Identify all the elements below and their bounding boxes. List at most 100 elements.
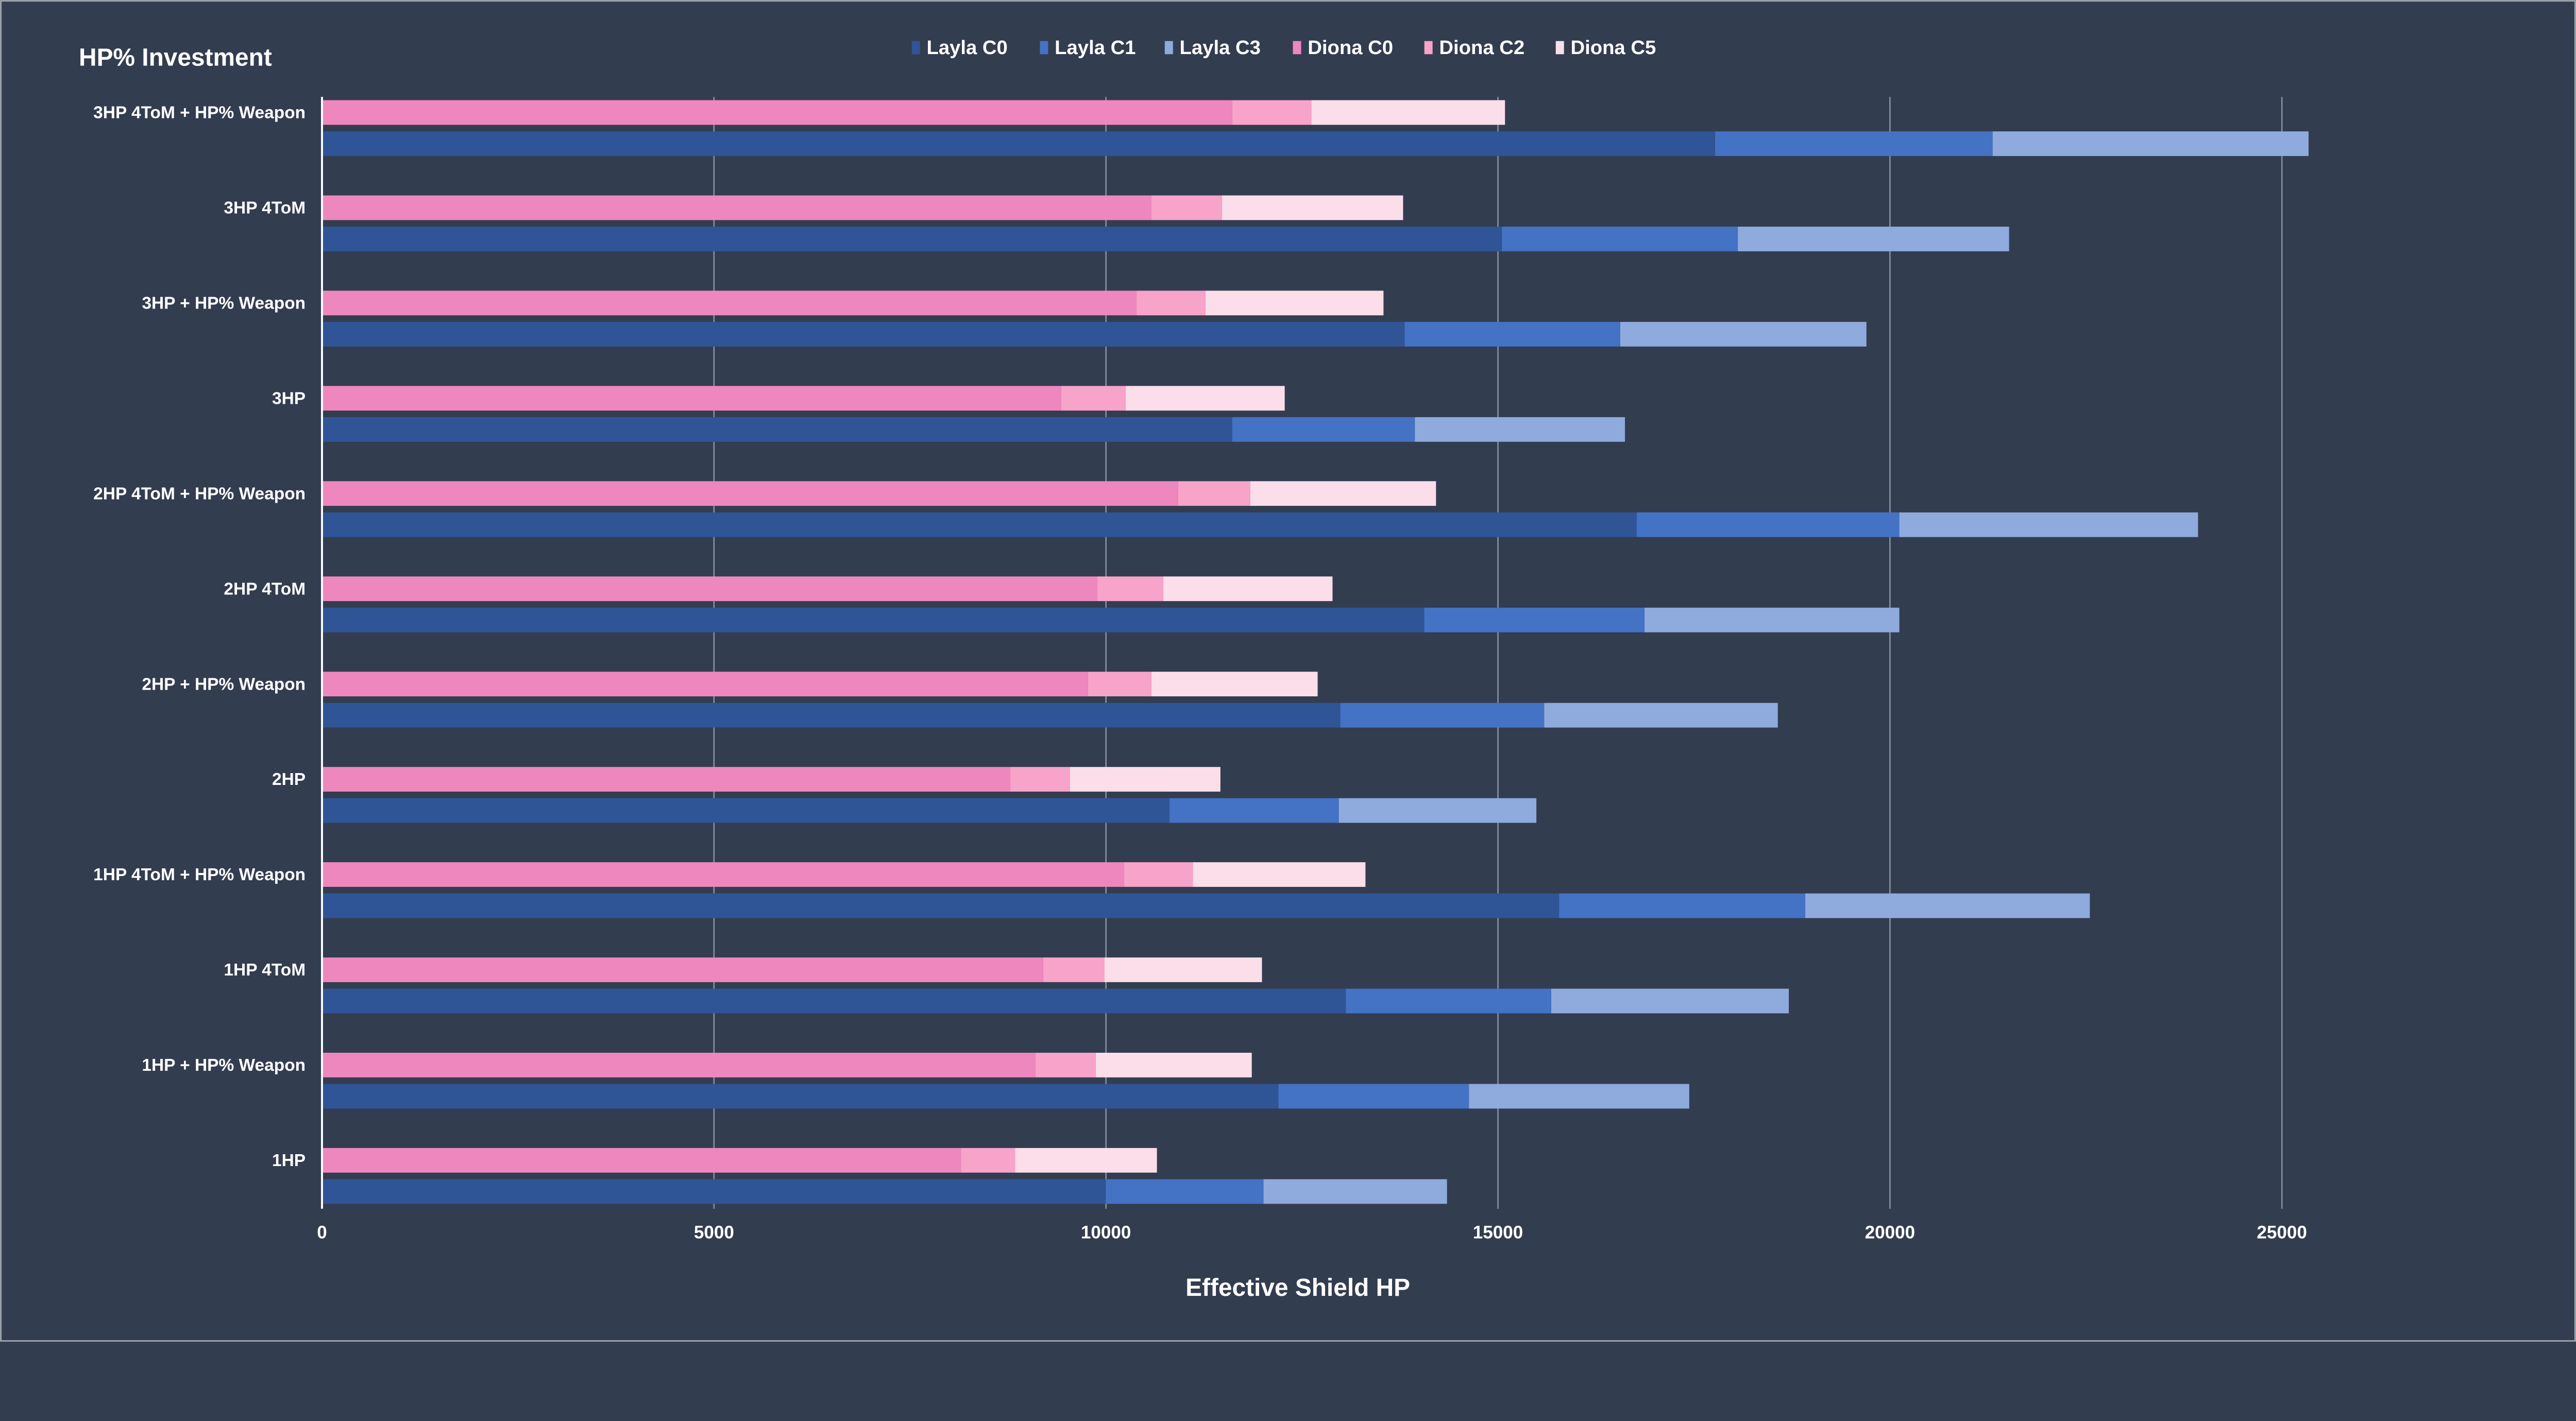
- bar-layla-c1: [1346, 988, 1551, 1014]
- bar-diona-c5: [1095, 1052, 1252, 1077]
- bar-diona-c5: [1015, 1148, 1157, 1173]
- bar-layla-c3: [1620, 321, 1867, 347]
- chart-title: HP% Investment: [79, 44, 272, 72]
- y-tick-label: 2HP 4ToM: [224, 579, 306, 598]
- bar-diona-c5: [1151, 672, 1318, 697]
- bar-diona-c2: [1035, 1052, 1096, 1077]
- y-tick-label: 2HP 4ToM + HP% Weapon: [93, 484, 306, 503]
- bar-diona-c5: [1205, 290, 1384, 316]
- bar-diona-c0: [321, 481, 1178, 506]
- bar-diona-c5: [1163, 576, 1333, 602]
- bar-layla-c3: [1544, 703, 1778, 728]
- bar-diona-c5: [1125, 386, 1285, 411]
- bar-layla-c1: [1169, 798, 1339, 823]
- bar-layla-c3: [1992, 131, 2309, 156]
- bar-diona-c2: [1124, 862, 1193, 887]
- y-tick-label: 3HP 4ToM: [224, 199, 306, 218]
- bar-diona-c2: [1088, 672, 1151, 697]
- bar-layla-c0: [321, 1084, 1279, 1109]
- bar-layla-c1: [1636, 512, 1900, 537]
- bar-layla-c1: [1502, 227, 1738, 251]
- bar-layla-c0: [321, 131, 1716, 156]
- bar-diona-c0: [321, 195, 1151, 220]
- chart-background: [0, 0, 2576, 1342]
- bar-layla-c3: [1469, 1084, 1689, 1109]
- bar-diona-c2: [1010, 767, 1070, 792]
- bar-diona-c0: [321, 290, 1137, 316]
- bar-diona-c0: [321, 767, 1011, 792]
- legend-swatch: [1293, 41, 1301, 55]
- bar-layla-c0: [321, 321, 1405, 347]
- bar-diona-c5: [1311, 100, 1505, 125]
- bar-layla-c3: [1263, 1179, 1447, 1204]
- y-tick-label: 1HP + HP% Weapon: [142, 1056, 306, 1075]
- bar-layla-c0: [321, 893, 1560, 918]
- bar-diona-c0: [321, 386, 1061, 411]
- bar-layla-c3: [1338, 798, 1537, 823]
- legend-label: Layla C0: [926, 37, 1007, 59]
- bar-layla-c3: [1899, 512, 2198, 537]
- bar-layla-c0: [321, 227, 1502, 251]
- bar-diona-c5: [1193, 862, 1366, 887]
- y-tick-label: 3HP + HP% Weapon: [142, 294, 306, 313]
- legend-swatch: [1424, 41, 1433, 55]
- bar-diona-c0: [321, 100, 1232, 125]
- bar-diona-c0: [321, 1148, 961, 1173]
- x-tick-label: 20000: [1865, 1222, 1916, 1242]
- bar-diona-c0: [321, 1052, 1036, 1077]
- bar-layla-c0: [321, 798, 1170, 823]
- x-tick-label: 25000: [2257, 1222, 2307, 1242]
- bar-diona-c2: [1178, 481, 1250, 506]
- legend-swatch: [911, 41, 920, 55]
- y-tick-label: 3HP 4ToM + HP% Weapon: [93, 104, 306, 123]
- x-tick-label: 0: [317, 1222, 327, 1242]
- x-tick-label: 15000: [1473, 1222, 1523, 1242]
- x-axis-label: Effective Shield HP: [1185, 1274, 1410, 1302]
- y-tick-label: 3HP: [272, 389, 306, 408]
- bar-layla-c0: [321, 512, 1637, 537]
- legend-swatch: [1164, 41, 1173, 55]
- bar-layla-c3: [1738, 227, 2009, 251]
- legend-label: Diona C2: [1439, 37, 1524, 59]
- bar-layla-c1: [1404, 321, 1620, 347]
- bar-layla-c0: [321, 988, 1346, 1014]
- bar-diona-c2: [1232, 100, 1312, 125]
- x-axis-ticks: 0 5000 10000 15000 20000 25000: [317, 1222, 2307, 1242]
- bar-diona-c2: [1043, 957, 1105, 982]
- bar-diona-c0: [321, 862, 1124, 887]
- bar-layla-c1: [1340, 703, 1545, 728]
- bar-layla-c1: [1424, 607, 1645, 632]
- legend-swatch: [1555, 41, 1564, 55]
- bar-layla-c1: [1559, 893, 1806, 918]
- legend-swatch: [1040, 41, 1048, 55]
- legend-label: Layla C3: [1180, 37, 1261, 59]
- legend-label: Layla C1: [1055, 37, 1136, 59]
- x-tick-label: 5000: [694, 1222, 734, 1242]
- bar-diona-c2: [961, 1148, 1015, 1173]
- y-axis-labels: 3HP 4ToM + HP% Weapon 3HP 4ToM 3HP + HP% W…: [93, 104, 306, 1170]
- bar-layla-c1: [1278, 1084, 1469, 1109]
- legend: Layla C0 Layla C1 Layla C3 Diona C0 Diona C2…: [911, 37, 1656, 59]
- bar-layla-c0: [321, 1179, 1106, 1204]
- bar-diona-c2: [1151, 195, 1222, 220]
- x-tick-label: 10000: [1081, 1222, 1131, 1242]
- bar-layla-c3: [1805, 893, 2090, 918]
- y-tick-label: 1HP 4ToM: [224, 961, 306, 980]
- bar-diona-c5: [1070, 767, 1221, 792]
- y-tick-label: 2HP: [272, 770, 306, 789]
- bar-diona-c2: [1061, 386, 1126, 411]
- legend-label: Diona C5: [1570, 37, 1656, 59]
- bar-diona-c0: [321, 672, 1088, 697]
- bar-layla-c0: [321, 703, 1341, 728]
- bar-diona-c2: [1097, 576, 1163, 602]
- y-tick-label: 2HP + HP% Weapon: [142, 675, 306, 694]
- bar-diona-c2: [1137, 290, 1206, 316]
- bar-layla-c0: [321, 417, 1232, 442]
- bar-diona-c0: [321, 576, 1097, 602]
- bar-layla-c3: [1415, 417, 1625, 442]
- bar-diona-c0: [321, 957, 1043, 982]
- bar-diona-c5: [1250, 481, 1436, 506]
- bar-layla-c1: [1232, 417, 1415, 442]
- bar-layla-c1: [1106, 1179, 1264, 1204]
- gridlines: [713, 97, 2283, 1209]
